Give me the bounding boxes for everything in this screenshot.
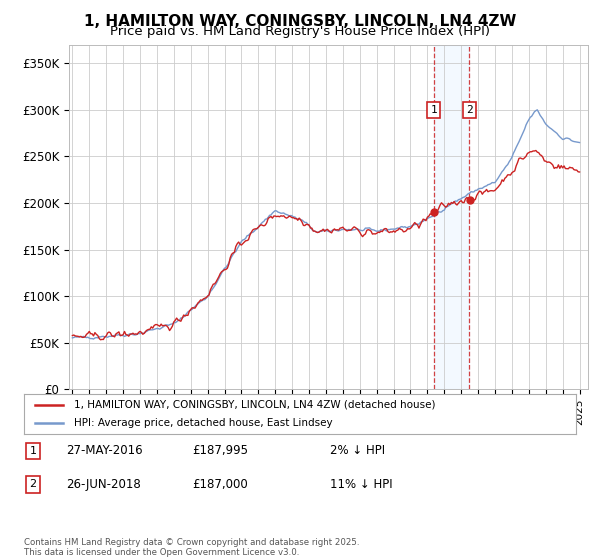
Text: £187,000: £187,000: [192, 478, 248, 491]
Text: 2: 2: [466, 105, 473, 115]
Text: 1: 1: [29, 446, 37, 456]
Text: 1: 1: [430, 105, 437, 115]
Text: 27-MAY-2016: 27-MAY-2016: [66, 444, 143, 458]
Text: Contains HM Land Registry data © Crown copyright and database right 2025.
This d: Contains HM Land Registry data © Crown c…: [24, 538, 359, 557]
Text: Price paid vs. HM Land Registry's House Price Index (HPI): Price paid vs. HM Land Registry's House …: [110, 25, 490, 38]
Text: £187,995: £187,995: [192, 444, 248, 458]
Text: 1, HAMILTON WAY, CONINGSBY, LINCOLN, LN4 4ZW: 1, HAMILTON WAY, CONINGSBY, LINCOLN, LN4…: [84, 14, 516, 29]
Text: 2% ↓ HPI: 2% ↓ HPI: [330, 444, 385, 458]
Text: 26-JUN-2018: 26-JUN-2018: [66, 478, 141, 491]
Text: 11% ↓ HPI: 11% ↓ HPI: [330, 478, 392, 491]
Text: HPI: Average price, detached house, East Lindsey: HPI: Average price, detached house, East…: [74, 418, 332, 428]
Text: 1, HAMILTON WAY, CONINGSBY, LINCOLN, LN4 4ZW (detached house): 1, HAMILTON WAY, CONINGSBY, LINCOLN, LN4…: [74, 400, 435, 409]
Bar: [434, 45, 469, 389]
Text: 2: 2: [29, 479, 37, 489]
